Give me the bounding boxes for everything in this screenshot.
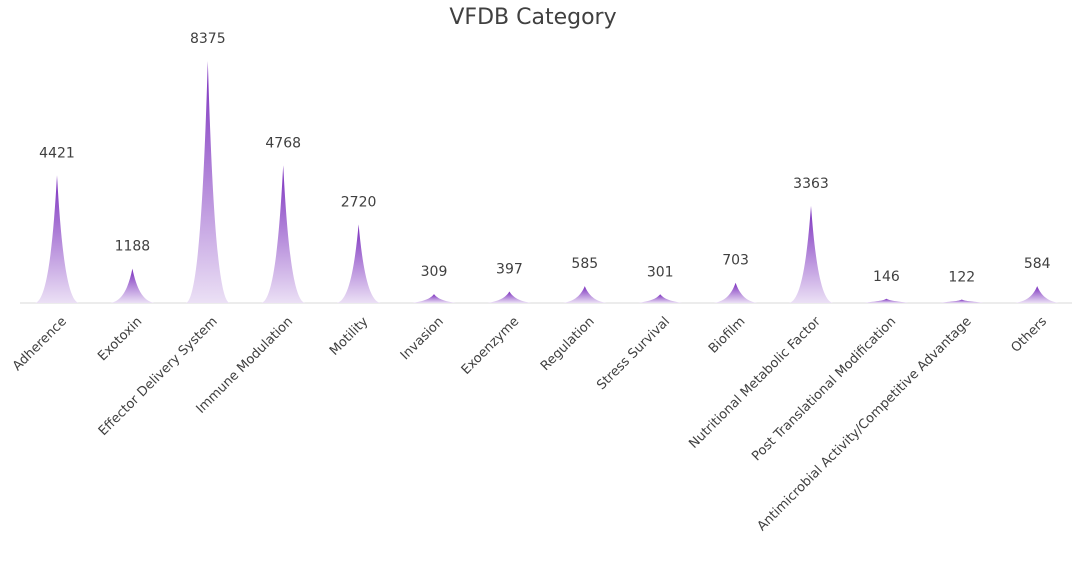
tick-label-nutritional-metabolic-factor: Nutritional Metabolic Factor bbox=[686, 314, 824, 452]
value-label-biofilm: 703 bbox=[722, 253, 749, 269]
cone-stress-survival bbox=[638, 294, 683, 303]
tick-label-post-translational-modification: Post Translational Modification bbox=[749, 314, 899, 464]
tick-label-invasion: Invasion bbox=[398, 314, 447, 363]
value-label-immune-modulation: 4768 bbox=[265, 135, 301, 151]
tick-label-motility: Motility bbox=[327, 314, 372, 359]
value-label-antimicrobial-activity-competitive-advantage: 122 bbox=[948, 269, 975, 285]
tick-label-biofilm: Biofilm bbox=[706, 314, 748, 356]
cone-post-translational-modification bbox=[864, 298, 909, 303]
value-label-others: 584 bbox=[1024, 256, 1051, 272]
value-label-regulation: 585 bbox=[571, 256, 598, 272]
cone-nutritional-metabolic-factor bbox=[789, 205, 833, 303]
value-label-motility: 2720 bbox=[341, 194, 377, 210]
tick-label-adherence: Adherence bbox=[10, 314, 70, 374]
cone-others bbox=[1015, 286, 1060, 303]
cone-exoenzyme bbox=[487, 291, 532, 303]
value-labels: 4421 1188 8375 4768 2720 309 397 585 301 703 3363 1… bbox=[39, 31, 1050, 285]
value-label-effector-delivery-system: 8375 bbox=[190, 31, 226, 47]
chart-title: VFDB Category bbox=[449, 5, 616, 30]
value-label-exoenzyme: 397 bbox=[496, 262, 523, 278]
tick-label-regulation: Regulation bbox=[538, 314, 598, 374]
cone-adherence bbox=[35, 175, 79, 303]
value-label-exotoxin: 1188 bbox=[115, 239, 151, 255]
tick-label-stress-survival: Stress Survival bbox=[594, 314, 673, 393]
tick-label-others: Others bbox=[1009, 314, 1051, 356]
cone-immune-modulation bbox=[261, 165, 306, 303]
value-label-stress-survival: 301 bbox=[647, 264, 674, 280]
value-label-nutritional-metabolic-factor: 3363 bbox=[793, 176, 829, 192]
cone-effector-delivery-system bbox=[185, 61, 230, 303]
value-label-invasion: 309 bbox=[421, 264, 448, 280]
cone-regulation bbox=[562, 286, 607, 303]
value-label-post-translational-modification: 146 bbox=[873, 269, 900, 285]
cone-invasion bbox=[412, 294, 456, 303]
cone-biofilm bbox=[713, 282, 758, 303]
tick-label-exotoxin: Exotoxin bbox=[95, 314, 145, 364]
tick-label-exoenzyme: Exoenzyme bbox=[459, 314, 523, 378]
cone-exotoxin bbox=[110, 268, 155, 303]
cone-motility bbox=[336, 224, 381, 303]
cone-antimicrobial-activity-competitive-advantage bbox=[939, 299, 984, 303]
value-label-adherence: 4421 bbox=[39, 145, 75, 161]
chart-marks bbox=[35, 61, 1060, 303]
